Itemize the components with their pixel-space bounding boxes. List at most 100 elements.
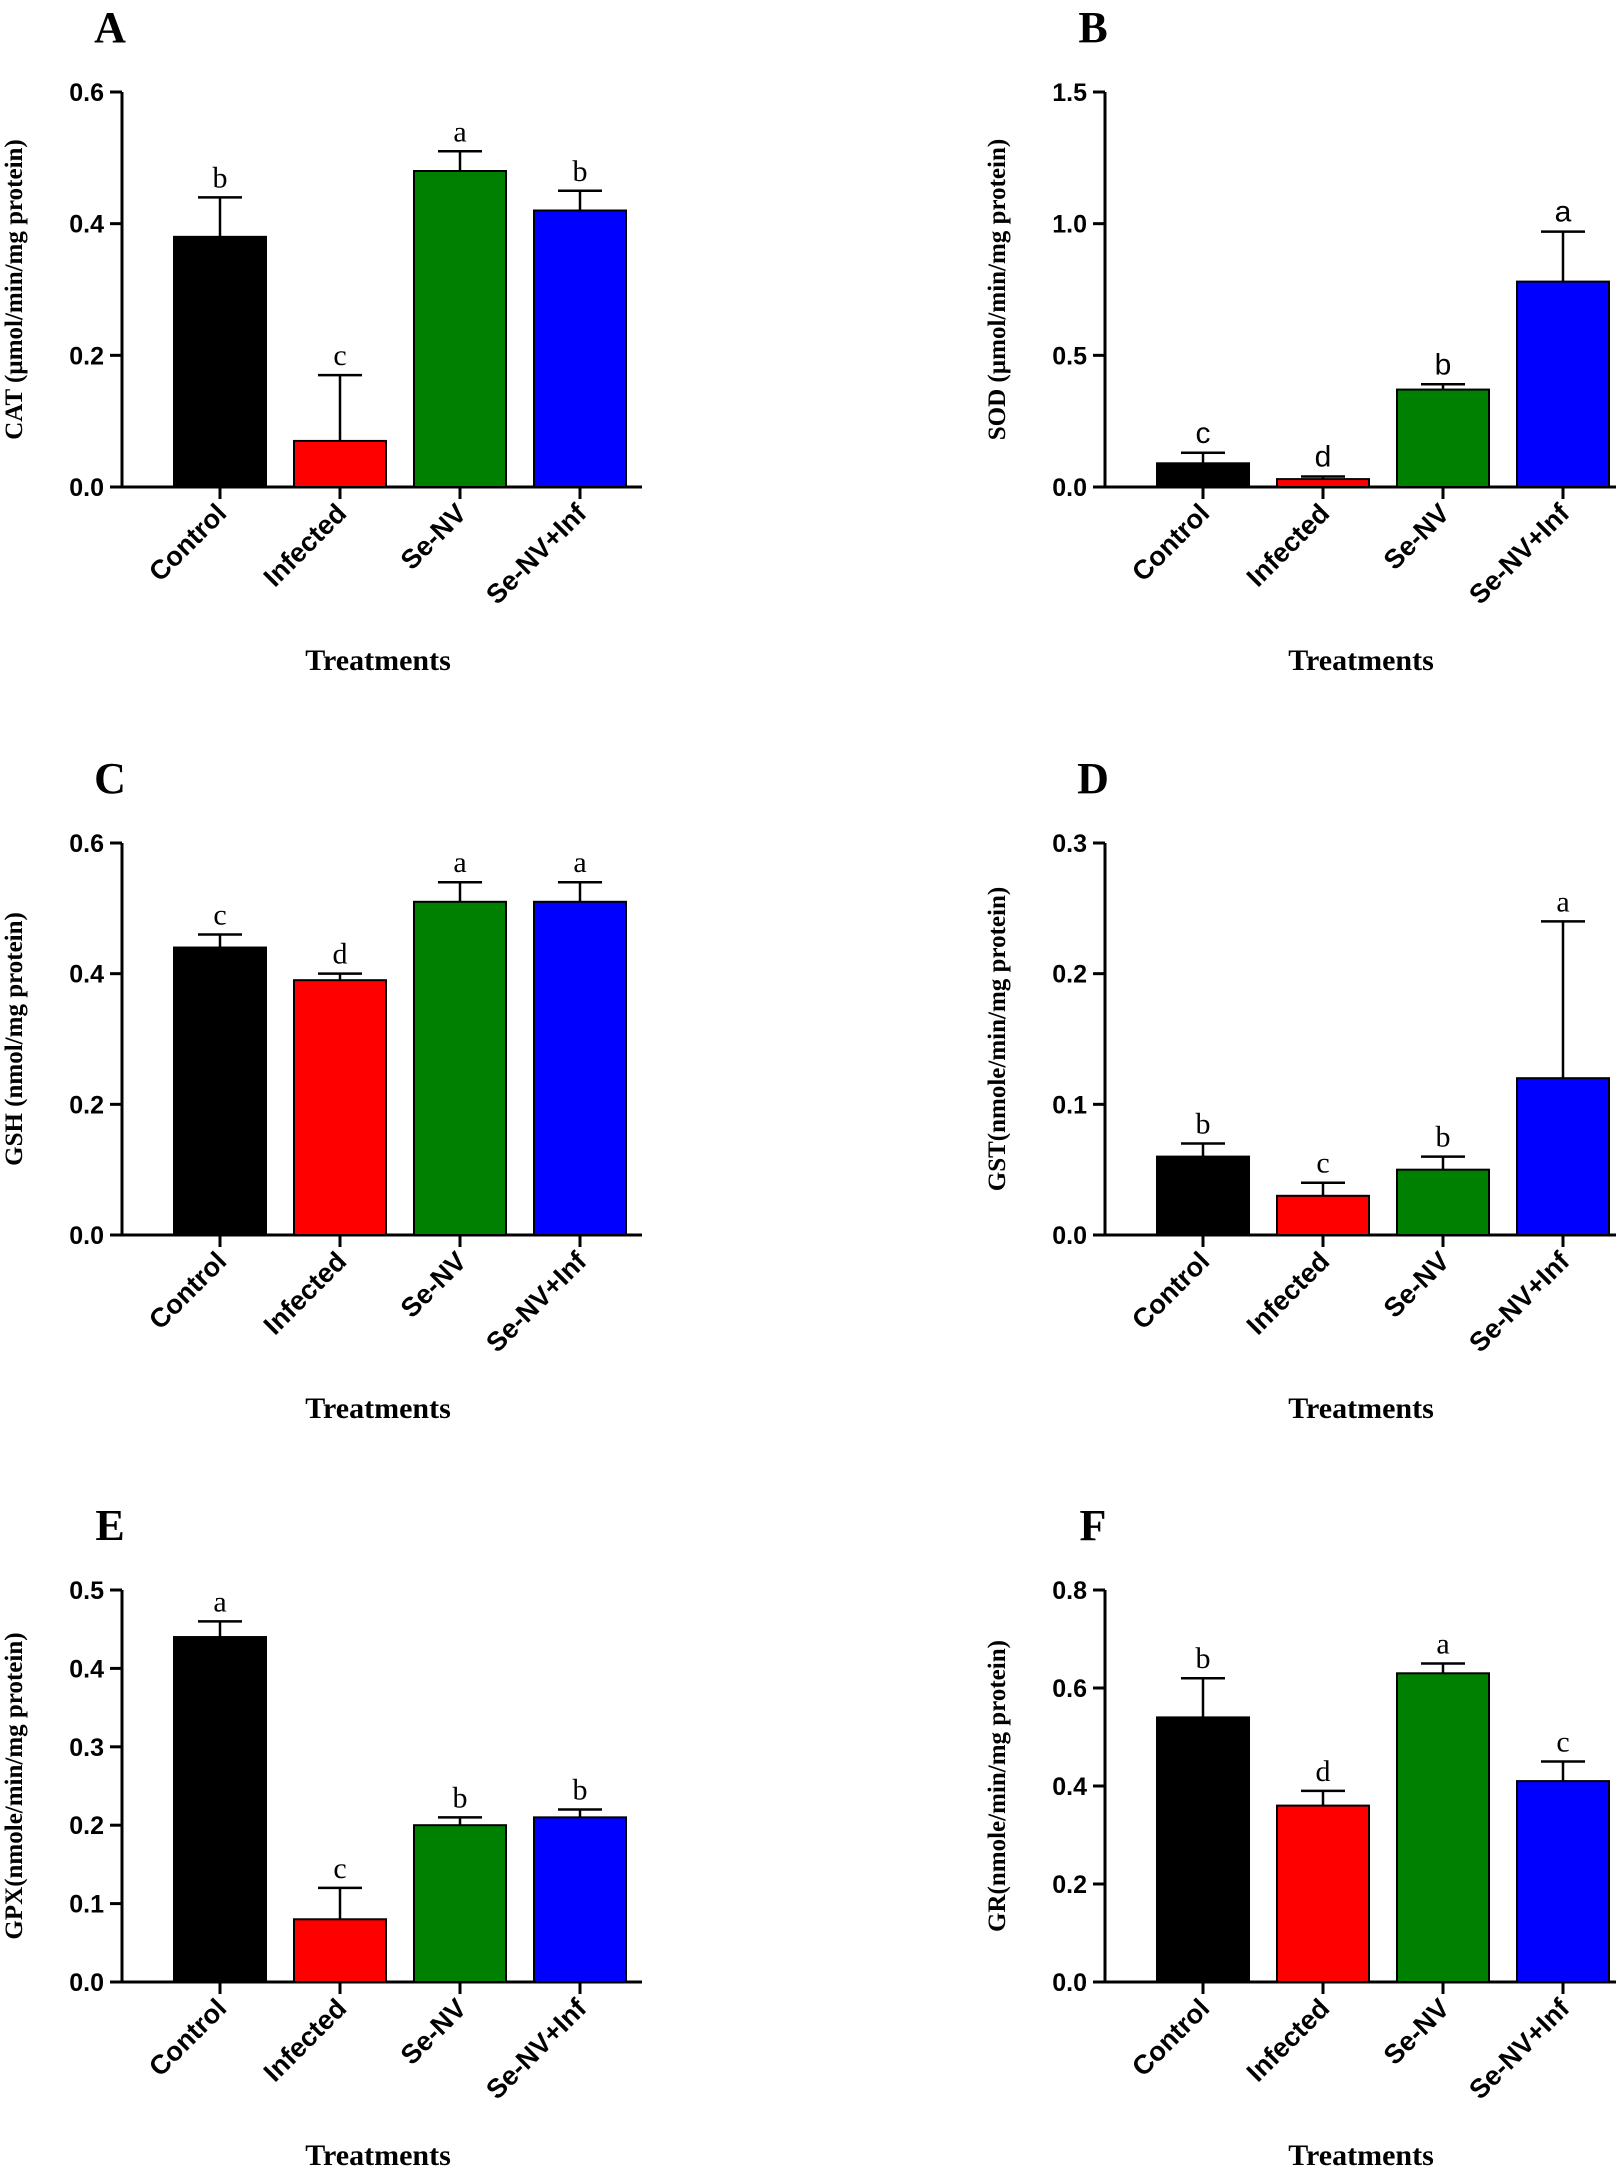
y-tick-label: 0.3	[69, 1734, 104, 1762]
significance-letter: b	[213, 161, 228, 194]
category-label: Se-NV	[1378, 1246, 1455, 1323]
significance-letter: a	[1436, 1628, 1449, 1661]
significance-letter: a	[573, 846, 586, 879]
panel-letter: C	[94, 754, 126, 803]
bar-infected	[1276, 1194, 1370, 1237]
y-tick-label: 0.6	[69, 79, 104, 107]
bar-se-nv-inf	[1516, 280, 1610, 488]
category-label: Control	[1126, 1993, 1215, 2082]
category-label: Infected	[258, 1246, 352, 1340]
significance-letter: b	[1196, 1108, 1211, 1141]
significance-letter: b	[1196, 1642, 1211, 1675]
significance-letter: d	[333, 938, 348, 971]
bar-infected	[1276, 478, 1370, 489]
bar-se-nv	[1396, 388, 1490, 489]
y-axis-label: GR(nmole/min/mg protein)	[984, 1640, 1011, 1932]
y-tick-label: 0.4	[1052, 1773, 1087, 1801]
significance-letter: c	[333, 339, 346, 372]
y-tick-label: 0.0	[69, 474, 104, 502]
bar-se-nv	[413, 170, 507, 488]
y-axis-label: CAT (µmol/min/mg protein)	[1, 139, 28, 440]
significance-letter: c	[1316, 1147, 1329, 1180]
category-label: Infected	[1241, 498, 1335, 592]
category-label: Se-NV	[395, 1993, 472, 2070]
significance-letter: a	[453, 846, 466, 879]
x-axis-label: Treatments	[1288, 1392, 1434, 1425]
significance-letter: a	[453, 115, 466, 148]
x-axis-label: Treatments	[1288, 644, 1434, 677]
category-label: Control	[1126, 498, 1215, 587]
category-label: Se-NV+Inf	[1463, 1992, 1576, 2105]
y-tick-label: 0.2	[69, 342, 104, 370]
significance-letter: a	[1556, 885, 1569, 918]
chart-panel-c: C 0.0 0.2 0.4 0.6 GSH (nmol/mg protein) c Contr…	[1, 754, 642, 1425]
category-label: Se-NV	[1378, 1993, 1455, 2070]
y-tick-label: 0.4	[69, 211, 104, 239]
panel-letter: A	[94, 3, 126, 52]
y-tick-label: 0.2	[69, 1091, 104, 1119]
significance-letter: a	[1555, 196, 1572, 229]
category-label: Infected	[258, 498, 352, 592]
bar-infected	[293, 439, 387, 488]
y-tick-label: 0.0	[1052, 1222, 1087, 1250]
category-label: Infected	[1241, 1246, 1335, 1340]
bar-se-nv-inf	[1516, 1780, 1610, 1983]
category-label: Se-NV	[1378, 498, 1455, 575]
y-tick-label: 0.0	[1052, 1969, 1087, 1997]
bar-se-nv	[413, 900, 507, 1236]
chart-panel-f: F 0.0 0.2 0.4 0.6 0.8 GR(nmole/min/mg protein)…	[984, 1501, 1616, 2172]
category-label: Se-NV+Inf	[1463, 497, 1576, 610]
y-tick-label: 1.5	[1052, 79, 1087, 107]
category-label: Control	[143, 1993, 232, 2082]
bar-control	[1156, 1716, 1250, 1984]
category-label: Se-NV+Inf	[480, 1245, 593, 1358]
significance-letter: b	[1436, 1121, 1451, 1154]
y-tick-label: 0.4	[69, 1655, 104, 1683]
y-axis-label: GSH (nmol/mg protein)	[1, 912, 28, 1166]
y-tick-label: 0.0	[1052, 474, 1087, 502]
y-tick-label: 0.6	[69, 830, 104, 858]
chart-panel-b: B 0.0 0.5 1.0 1.5 SOD (µmol/min/mg protein) c C…	[984, 3, 1616, 677]
y-tick-label: 1.0	[1052, 211, 1087, 239]
panel-letter: F	[1080, 1501, 1107, 1550]
category-label: Se-NV	[395, 1246, 472, 1323]
category-label: Control	[143, 498, 232, 587]
chart-panel-a: A 0.0 0.2 0.4 0.6 CAT (µmol/min/mg protein) b C…	[1, 3, 642, 677]
bar-infected	[1276, 1804, 1370, 1983]
category-label: Se-NV	[395, 498, 472, 575]
y-axis-label: SOD (µmol/min/mg protein)	[984, 139, 1011, 440]
bar-se-nv-inf	[533, 1816, 627, 1983]
x-axis-label: Treatments	[305, 1392, 451, 1425]
y-tick-label: 0.5	[69, 1577, 104, 1605]
category-label: Infected	[1241, 1993, 1335, 2087]
bar-se-nv-inf	[533, 209, 627, 488]
significance-letter: c	[1556, 1726, 1569, 1759]
y-tick-label: 0.2	[1052, 961, 1087, 989]
category-label: Se-NV+Inf	[1463, 1245, 1576, 1358]
y-tick-label: 0.2	[69, 1812, 104, 1840]
significance-letter: c	[213, 898, 226, 931]
panel-letter: D	[1077, 754, 1109, 803]
bar-control	[173, 946, 267, 1236]
x-axis-label: Treatments	[305, 2139, 451, 2172]
chart-panel-e: E 0.0 0.1 0.2 0.3 0.4 0.5 GPX(nmole/min/mg prot…	[1, 1501, 642, 2172]
y-tick-label: 0.0	[69, 1222, 104, 1250]
bar-se-nv	[1396, 1672, 1490, 1984]
category-label: Control	[143, 1246, 232, 1335]
y-tick-label: 0.2	[1052, 1871, 1087, 1899]
category-label: Se-NV+Inf	[480, 497, 593, 610]
y-tick-label: 0.6	[1052, 1675, 1087, 1703]
significance-letter: b	[573, 155, 588, 188]
y-tick-label: 0.1	[69, 1891, 104, 1919]
category-label: Infected	[258, 1993, 352, 2087]
bar-infected	[293, 979, 387, 1237]
y-axis-label: GPX(nmole/min/mg protein)	[1, 1632, 28, 1939]
significance-letter: b	[573, 1774, 588, 1807]
chart-panel-d: D 0.0 0.1 0.2 0.3 GST(nmole/min/mg protein) b C…	[984, 754, 1616, 1425]
bar-se-nv	[1396, 1168, 1490, 1236]
y-tick-label: 0.3	[1052, 830, 1087, 858]
significance-letter: b	[1435, 348, 1452, 381]
bar-control	[1156, 1155, 1250, 1236]
bar-control	[173, 1636, 267, 1984]
